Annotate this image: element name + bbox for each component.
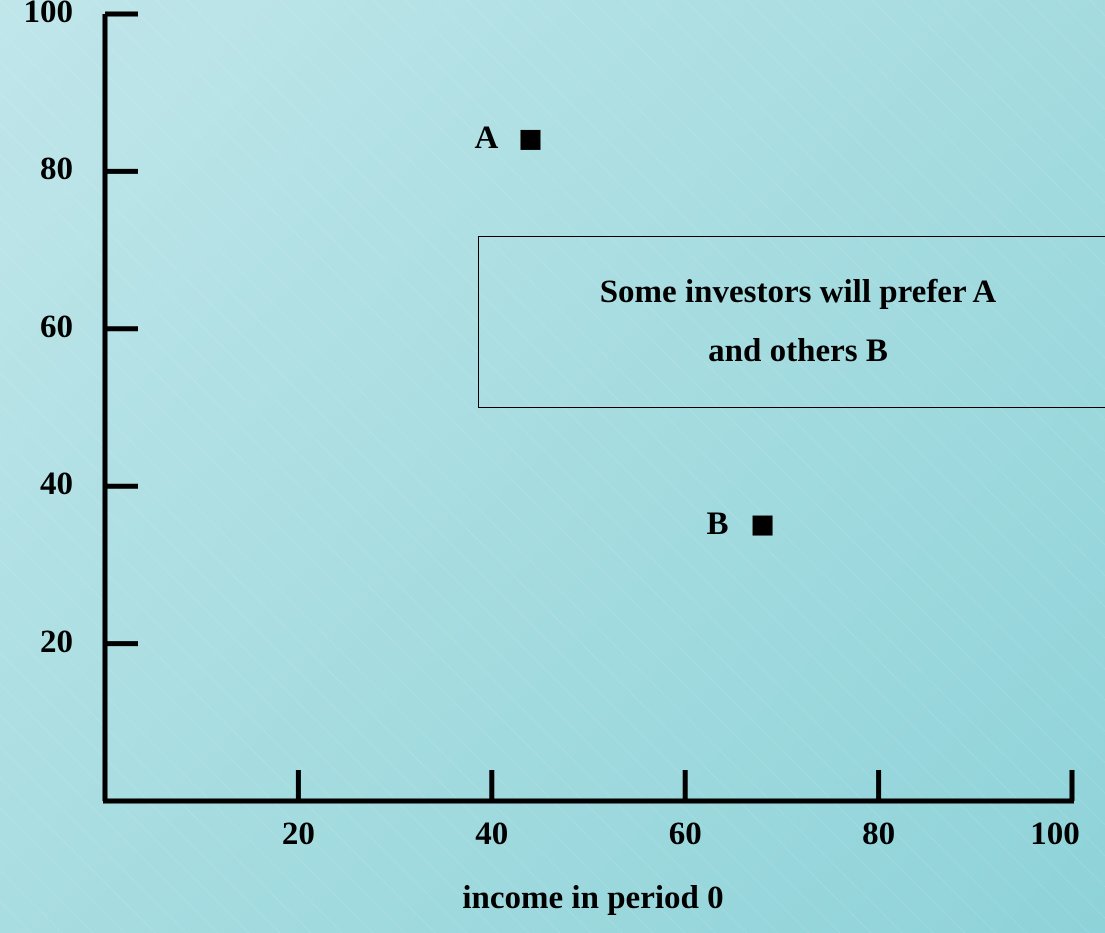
y-tick-label: 80 [40,151,73,188]
point-marker-b [752,515,773,536]
x-tick-label: 100 [1030,816,1080,852]
y-tick-label: 40 [40,466,73,503]
x-axis-label: income in period 0 [462,880,724,916]
data-markers [520,129,773,536]
annotation-line-1: Some investors will prefer A [599,273,997,310]
annotation-line-2: and others B [708,333,888,369]
y-tick-label: 60 [40,308,73,345]
x-axis-ticks [295,770,1075,801]
point-marker-a [520,129,541,150]
x-tick-label: 60 [668,816,702,852]
y-axis-ticks [105,11,138,647]
x-tick-label: 80 [862,816,896,852]
x-tick-label: 40 [475,816,509,852]
y-tick-label: 100 [23,0,74,30]
y-tick-label: 20 [40,623,73,660]
point-label-a: A [474,119,499,156]
point-label-b: B [706,505,729,542]
annotation-box: Some investors will prefer A and others … [478,236,1105,408]
x-tick-label: 20 [281,816,315,852]
